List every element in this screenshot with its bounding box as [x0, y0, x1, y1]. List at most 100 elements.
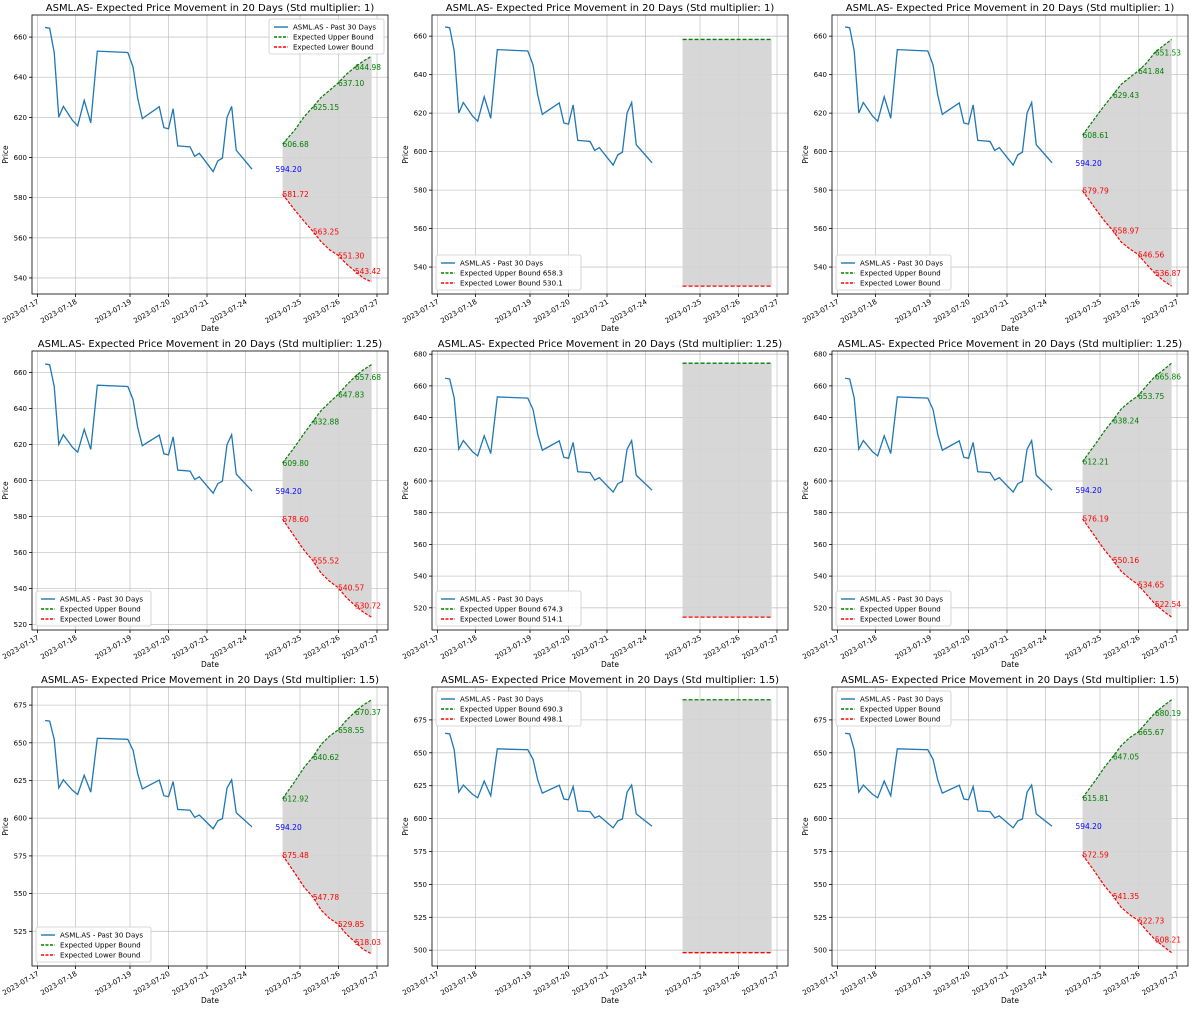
lower-bound-annotation: 547.78 — [313, 893, 339, 902]
x-tick-label: 2023-07-26 — [702, 634, 742, 662]
lower-bound-annotation: 578.60 — [283, 515, 309, 524]
plot-frame — [831, 14, 1189, 295]
history-price-line — [845, 377, 1053, 494]
history-price-line — [45, 719, 253, 830]
y-tick-label: 550 — [814, 881, 827, 889]
x-tick-label: 2023-07-27 — [341, 298, 380, 325]
chart-title: ASML.AS- Expected Price Movement in 20 D… — [441, 675, 779, 686]
x-tick-label: 2023-07-20 — [532, 298, 571, 325]
y-axis-label: Price — [801, 481, 810, 500]
y-tick-label: 540 — [414, 264, 427, 272]
x-tick-label: 2023-07-17 — [1, 298, 40, 325]
x-tick-label: 2023-07-17 — [401, 970, 440, 997]
x-tick-label: 2023-07-24 — [209, 634, 249, 662]
legend-label: Expected Upper Bound — [60, 942, 141, 950]
x-tick-label: 2023-07-26 — [702, 298, 742, 326]
y-tick-label: 560 — [14, 549, 27, 557]
y-tick-label: 660 — [414, 33, 427, 41]
confidence-band — [1082, 363, 1172, 618]
x-tick-label: 2023-07-20 — [132, 298, 171, 325]
x-tick-label: 2023-07-27 — [741, 298, 780, 325]
x-tick-label: 2023-07-17 — [801, 970, 840, 997]
x-tick-label: 2023-07-24 — [609, 970, 649, 998]
confidence-band — [282, 56, 372, 282]
lower-bound-annotation: 572.59 — [1083, 851, 1109, 860]
chart-panel-8: ASML.AS- Expected Price Movement in 20 D… — [400, 672, 800, 1008]
upper-bound-annotation: 629.43 — [1113, 91, 1139, 100]
x-tick-label: 2023-07-25 — [264, 970, 303, 997]
upper-bound-line — [1082, 362, 1172, 462]
x-tick-label: 2023-07-20 — [132, 970, 171, 997]
upper-bound-annotation: 608.61 — [1083, 131, 1109, 140]
x-tick-label: 2023-07-24 — [1009, 634, 1049, 662]
y-tick-label: 660 — [14, 369, 27, 377]
x-tick-label: 2023-07-18 — [439, 970, 478, 997]
y-tick-label: 575 — [414, 848, 427, 856]
y-tick-label: 675 — [414, 716, 427, 724]
x-tick-label: 2023-07-18 — [839, 298, 878, 325]
x-tick-label: 2023-07-27 — [1141, 970, 1180, 997]
upper-bound-annotation: 637.10 — [338, 79, 364, 88]
plot-frame — [831, 350, 1189, 631]
chart-panel-3: ASML.AS- Expected Price Movement in 20 D… — [800, 0, 1200, 336]
last-price-annotation: 594.20 — [275, 487, 301, 496]
x-tick-label: 2023-07-17 — [401, 634, 440, 661]
y-tick-label: 575 — [814, 848, 827, 856]
legend: ASML.AS - Past 30 Days Expected Upper Bou… — [435, 690, 582, 727]
y-tick-label: 600 — [14, 477, 27, 485]
y-tick-label: 550 — [14, 890, 27, 898]
lower-bound-annotation: 558.97 — [1113, 227, 1139, 236]
chart-svg: ASML.AS- Expected Price Movement in 20 D… — [1, 339, 389, 669]
y-tick-label: 675 — [814, 716, 827, 724]
chart-svg: ASML.AS- Expected Price Movement in 20 D… — [801, 675, 1189, 1005]
last-price-annotation: 594.20 — [275, 165, 301, 174]
legend-label: Expected Upper Bound 674.3 — [460, 606, 563, 614]
legend-box — [435, 590, 582, 627]
x-tick-label: 2023-07-20 — [932, 298, 971, 325]
chart-svg: ASML.AS- Expected Price Movement in 20 D… — [801, 339, 1189, 669]
y-tick-label: 640 — [814, 71, 827, 79]
lower-bound-line — [1082, 854, 1172, 954]
lower-bound-annotation: 551.30 — [338, 251, 364, 260]
history-price-line — [44, 26, 253, 173]
chart-svg: ASML.AS- Expected Price Movement in 20 D… — [401, 675, 789, 1005]
chart-title: ASML.AS- Expected Price Movement in 20 D… — [841, 675, 1179, 686]
history-price-line — [444, 26, 653, 167]
x-tick-label: 2023-07-25 — [1064, 298, 1103, 325]
legend: ASML.AS - Past 30 Days Expected Upper Bou… — [435, 254, 582, 291]
y-tick-label: 560 — [414, 541, 427, 549]
y-axis-label: Price — [1, 481, 10, 500]
y-axis-label: Price — [401, 481, 410, 500]
x-axis-label: Date — [1001, 660, 1019, 669]
x-tick-label: 2023-07-18 — [39, 970, 78, 997]
y-tick-label: 620 — [814, 446, 827, 454]
y-axis-label: Price — [401, 145, 410, 164]
upper-bound-annotation: 609.80 — [283, 459, 309, 468]
chart-panel-4: ASML.AS- Expected Price Movement in 20 D… — [0, 336, 400, 672]
x-tick-label: 2023-07-18 — [39, 298, 78, 325]
chart-title: ASML.AS- Expected Price Movement in 20 D… — [41, 675, 379, 686]
history-price-line — [845, 732, 1053, 829]
x-tick-label: 2023-07-26 — [1102, 970, 1142, 998]
x-tick-label: 2023-07-25 — [264, 298, 303, 325]
x-tick-label: 2023-07-26 — [1102, 298, 1142, 326]
y-tick-label: 500 — [414, 947, 427, 955]
legend-box — [268, 18, 385, 55]
confidence-band — [682, 39, 772, 287]
last-price-annotation: 594.20 — [275, 823, 301, 832]
history-price-line — [445, 377, 653, 494]
legend-label: ASML.AS - Past 30 Days — [60, 932, 143, 940]
x-tick-label: 2023-07-25 — [264, 634, 303, 661]
y-tick-label: 640 — [414, 414, 427, 422]
legend-label: ASML.AS - Past 30 Days — [460, 696, 543, 704]
upper-bound-annotation: 651.53 — [1155, 48, 1181, 57]
upper-bound-annotation: 632.88 — [313, 417, 339, 426]
y-tick-label: 540 — [814, 264, 827, 272]
legend-label: ASML.AS - Past 30 Days — [293, 24, 376, 32]
legend-label: Expected Lower Bound 530.1 — [460, 280, 563, 288]
y-tick-label: 675 — [14, 702, 27, 710]
x-tick-label: 2023-07-21 — [171, 634, 210, 661]
y-tick-label: 560 — [414, 225, 427, 233]
lower-bound-annotation: 563.25 — [313, 227, 339, 236]
